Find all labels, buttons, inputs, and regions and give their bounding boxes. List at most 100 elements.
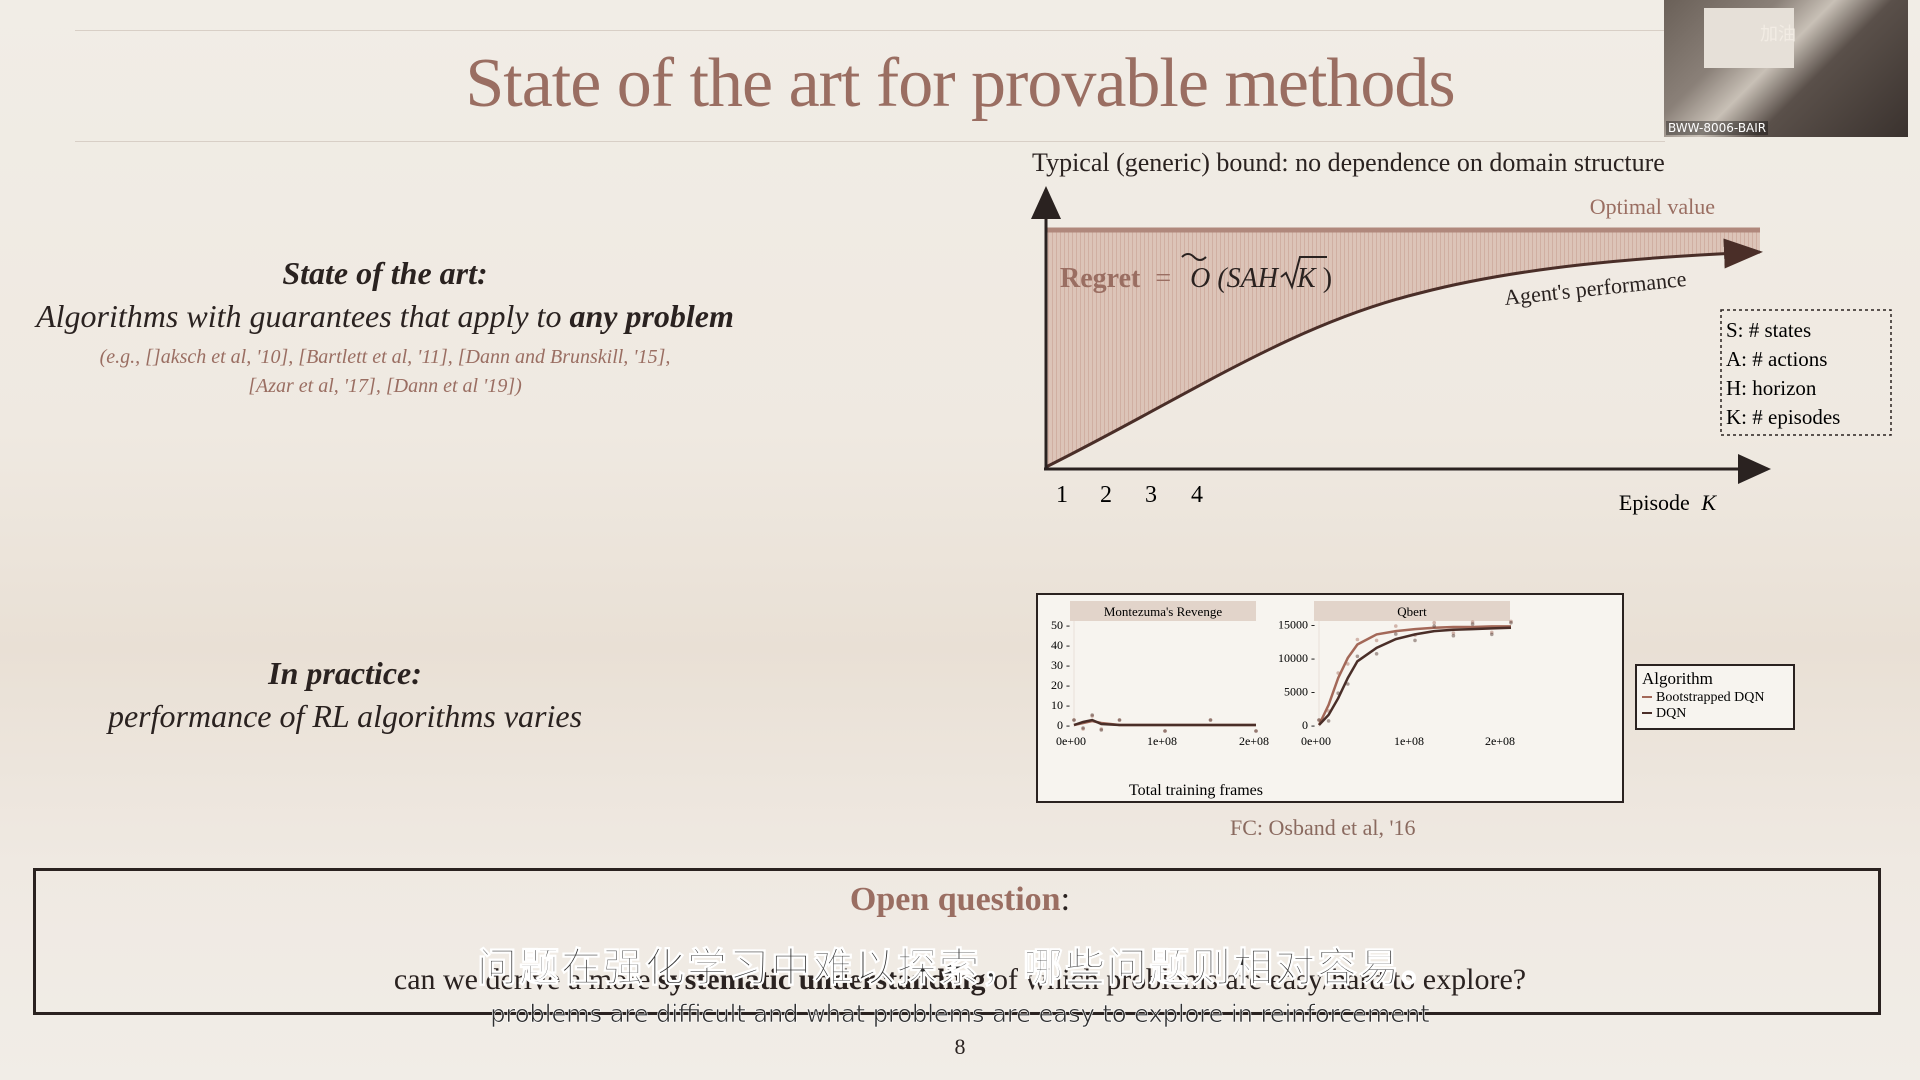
tilde-mark — [1181, 253, 1207, 261]
x-tick-label: 0e+00 — [1056, 734, 1086, 748]
series-point — [1509, 619, 1513, 624]
practice-heading: In practice: — [268, 655, 422, 691]
y-tick-label: 15000 - — [1278, 617, 1315, 631]
series-point — [1317, 718, 1321, 722]
series-point — [1163, 729, 1167, 733]
oq-text-pre: can we derive a more — [393, 963, 658, 996]
regret-formula: Regret = O (SAH K ) — [1060, 263, 1332, 294]
series-point — [1099, 727, 1104, 731]
legend-item: A: # actions — [1726, 347, 1827, 371]
x-tick-label: 1e+08 — [1147, 734, 1177, 748]
agent-performance-curve — [1045, 238, 1763, 469]
series-point — [1163, 729, 1167, 733]
regret-O: O — [1190, 263, 1210, 294]
chart-legend-title: Algorithm — [1642, 669, 1713, 688]
series-point — [1470, 620, 1475, 624]
soa-line: Algorithms with guarantees that apply to… — [0, 298, 770, 335]
x-tick-label: 2e+08 — [1239, 734, 1269, 748]
series-line — [1317, 625, 1511, 726]
x-tick-label: 2e+08 — [1485, 734, 1515, 748]
y-tick-label: 0 - — [1057, 718, 1070, 732]
series-point — [1090, 714, 1094, 718]
webcam-screen — [1704, 8, 1794, 68]
x-axis-label-var: K — [1700, 490, 1717, 515]
series-point — [1451, 633, 1456, 638]
y-tick-label: 5000 - — [1284, 684, 1315, 698]
y-tick-label: 0 - — [1302, 718, 1315, 732]
panel-strip — [1070, 601, 1256, 621]
series-point — [1432, 624, 1436, 628]
series-point — [1254, 729, 1258, 733]
series-point — [1081, 726, 1085, 730]
x-tick: 2 — [1100, 482, 1112, 508]
oq-text-post: of which problems are easy/hard to explo… — [985, 963, 1527, 996]
series-point — [1394, 632, 1398, 636]
soa-cite-line-2: [Azar et al, '17], [Dann et al '19]) — [248, 375, 522, 397]
series-point — [1072, 718, 1076, 722]
y-tick-label: 10 - — [1051, 698, 1070, 712]
series-point — [1208, 718, 1213, 722]
webcam-glyph: 加油 — [1760, 24, 1796, 45]
webcam-thumbnail: 加油 BWW-8006-BAIR — [1664, 0, 1908, 137]
series-point — [1072, 718, 1076, 722]
series-point — [1394, 624, 1398, 628]
top-rule — [75, 30, 1665, 31]
bound-caption: Typical (generic) bound: no dependence o… — [1032, 148, 1665, 177]
series-point — [1346, 662, 1350, 666]
soa-heading: State of the art: — [282, 255, 488, 291]
webcam-label: BWW-8006-BAIR — [1666, 121, 1769, 135]
oq-text-bold: systematic understanding — [657, 963, 986, 996]
open-question-colon: : — [1060, 881, 1071, 918]
figure-credit: FC: Osband et al, '16 — [1230, 815, 1416, 840]
series-point — [1509, 620, 1513, 625]
practice-line: performance of RL algorithms varies — [107, 698, 583, 734]
y-tick-label: 40 - — [1051, 638, 1070, 652]
open-question-label: Open question — [849, 881, 1061, 918]
subtitle-chinese: 问题在强化学习中难以探索，哪些问题则相对容易。 — [477, 945, 1443, 992]
regret-equals: = — [1155, 263, 1171, 294]
x-axis-label: Episode K — [1619, 490, 1717, 515]
series-point — [1090, 713, 1094, 717]
series-point — [1490, 632, 1494, 637]
legend-item: H: horizon — [1726, 376, 1817, 400]
series-point — [1346, 682, 1350, 686]
x-tick: 4 — [1191, 482, 1203, 508]
series-point — [1490, 630, 1494, 635]
series-point — [1081, 727, 1085, 731]
y-tick-label: 20 - — [1051, 678, 1070, 692]
panel-title: Qbert — [1397, 604, 1427, 619]
series-point — [1317, 718, 1321, 722]
regret-close: ) — [1323, 263, 1332, 294]
regret-label: Regret — [1060, 263, 1141, 294]
regret-area — [1046, 230, 1760, 467]
chart-legend-box — [1635, 664, 1795, 730]
series-point — [1355, 654, 1360, 659]
legend-label: Bootstrapped DQN — [1656, 690, 1765, 705]
soa-citations: (e.g., []aksch et al, '10], [Bartlett et… — [0, 343, 770, 401]
atari-performance-chart: Montezuma's Revenge 50 - 40 - 30 - 20 - 10 - 0… — [1036, 593, 1795, 803]
series-point — [1117, 718, 1122, 722]
chart-xlabel: Total training frames — [1129, 782, 1263, 799]
soa-line-text: Algorithms with guarantees that apply to — [36, 298, 570, 334]
optimal-value-label: Optimal value — [1590, 194, 1715, 219]
series-point — [1470, 622, 1475, 626]
legend-item: K: # episodes — [1726, 405, 1840, 429]
y-tick-label: 30 - — [1051, 658, 1070, 672]
y-tick-label: 50 - — [1051, 618, 1070, 632]
series-point — [1355, 637, 1360, 642]
soa-line-bold: any problem — [569, 298, 734, 334]
x-axis-label-text: Episode — [1619, 490, 1690, 515]
legend-label: DQN — [1656, 706, 1686, 721]
y-tick-label: 10000 - — [1278, 651, 1315, 665]
series-point — [1326, 719, 1331, 723]
series-point — [1336, 671, 1340, 675]
chart-panels: Montezuma's Revenge 50 - 40 - 30 - 20 - 10 - 0… — [1051, 601, 1515, 748]
regret-K: K — [1296, 263, 1317, 294]
subtitle-english: problems are difficult and what problems… — [490, 1000, 1430, 1029]
series-point — [1117, 718, 1122, 722]
series-point — [1413, 638, 1417, 643]
panel-title: Montezuma's Revenge — [1104, 604, 1222, 619]
x-tick-label: 1e+08 — [1394, 734, 1424, 748]
slide-number: 8 — [954, 1034, 966, 1059]
